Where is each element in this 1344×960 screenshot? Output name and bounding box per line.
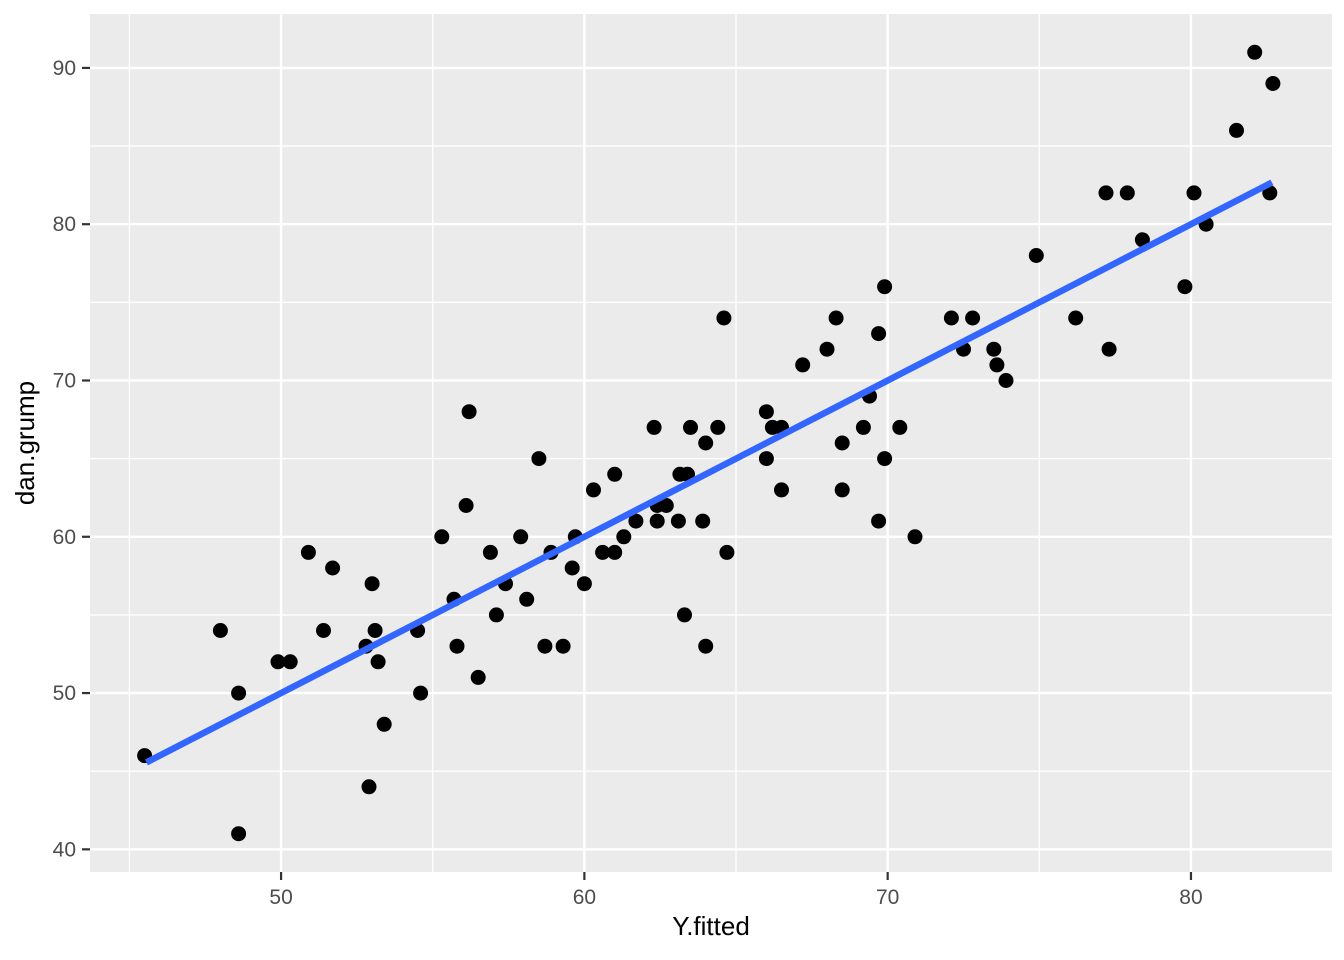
data-point — [716, 310, 732, 326]
data-point — [1134, 232, 1150, 248]
data-point — [1028, 248, 1044, 263]
y-tick-label: 90 — [53, 57, 76, 80]
data-point — [231, 685, 247, 701]
data-point — [607, 544, 623, 560]
data-point — [282, 654, 298, 670]
data-point — [537, 638, 553, 654]
data-point — [828, 310, 844, 326]
data-point — [231, 826, 247, 842]
data-point — [1068, 310, 1084, 326]
data-point — [370, 654, 386, 670]
data-point — [482, 544, 498, 560]
y-tick-label: 70 — [53, 369, 76, 392]
x-tick-label: 80 — [1179, 886, 1202, 909]
data-point — [1186, 185, 1202, 201]
data-point — [819, 341, 835, 357]
data-point — [834, 435, 850, 451]
minor-gridlines — [90, 14, 1332, 872]
data-point — [555, 638, 571, 654]
data-point — [470, 669, 486, 685]
data-point — [698, 435, 714, 451]
data-point — [892, 419, 908, 435]
data-point — [595, 544, 611, 560]
data-point — [361, 779, 377, 795]
data-point — [877, 451, 893, 467]
axis-ticks — [82, 66, 1193, 880]
y-tick-label: 40 — [53, 838, 76, 861]
data-point — [943, 310, 959, 326]
data-point — [795, 357, 811, 373]
major-gridlines — [90, 14, 1332, 872]
data-point — [434, 529, 450, 545]
data-point — [316, 623, 331, 638]
data-point — [965, 310, 981, 326]
data-point — [646, 419, 662, 435]
data-point — [531, 451, 547, 467]
y-tick-label: 60 — [53, 526, 76, 549]
data-points — [137, 44, 1281, 842]
data-point — [998, 373, 1014, 388]
data-point — [576, 576, 592, 592]
axis-tick-labels: 50 60 70 80 40 50 60 70 80 90 — [53, 57, 1203, 909]
data-point — [488, 607, 504, 623]
data-point — [413, 685, 429, 701]
data-point — [616, 529, 632, 545]
data-point — [367, 623, 383, 638]
data-point — [1247, 44, 1263, 60]
data-point — [649, 513, 665, 529]
data-point — [300, 544, 316, 560]
data-point — [758, 451, 774, 467]
data-point — [710, 419, 726, 435]
x-tick-label: 60 — [573, 886, 596, 909]
data-point — [513, 529, 529, 545]
x-tick-label: 70 — [876, 886, 899, 909]
data-point — [871, 513, 887, 529]
fit-line — [144, 179, 1274, 766]
data-point — [458, 498, 474, 513]
data-point — [695, 513, 711, 529]
data-point — [1119, 185, 1135, 201]
data-point — [1098, 185, 1114, 201]
data-point — [658, 498, 674, 513]
data-point — [376, 716, 392, 732]
regression-line — [144, 179, 1274, 766]
y-axis-title: dan.grump — [10, 381, 40, 505]
data-point — [986, 341, 1002, 357]
data-point — [683, 419, 698, 435]
data-point — [607, 466, 623, 482]
y-tick-label: 80 — [53, 213, 76, 236]
data-point — [677, 607, 692, 623]
data-point — [1229, 122, 1244, 138]
data-point — [1265, 76, 1281, 91]
y-tick-label: 50 — [53, 682, 76, 705]
data-point — [871, 326, 887, 342]
data-point — [834, 482, 850, 498]
data-point — [855, 419, 871, 435]
data-point — [1101, 341, 1117, 357]
data-point — [364, 576, 380, 592]
data-point — [461, 404, 477, 420]
x-axis-title: Y.fitted — [672, 911, 750, 941]
data-point — [698, 638, 714, 654]
data-point — [758, 404, 774, 420]
data-point — [628, 513, 644, 529]
data-point — [1177, 279, 1193, 295]
data-point — [564, 560, 580, 576]
data-point — [270, 654, 286, 670]
data-point — [212, 623, 228, 638]
data-point — [325, 560, 341, 576]
x-tick-label: 50 — [269, 886, 292, 909]
data-point — [907, 529, 923, 545]
data-point — [519, 591, 535, 607]
data-point — [586, 482, 601, 498]
data-point — [877, 279, 893, 295]
data-point — [449, 638, 465, 654]
data-point — [989, 357, 1005, 373]
data-point — [719, 544, 735, 560]
data-point — [670, 513, 686, 529]
data-point — [774, 482, 789, 498]
